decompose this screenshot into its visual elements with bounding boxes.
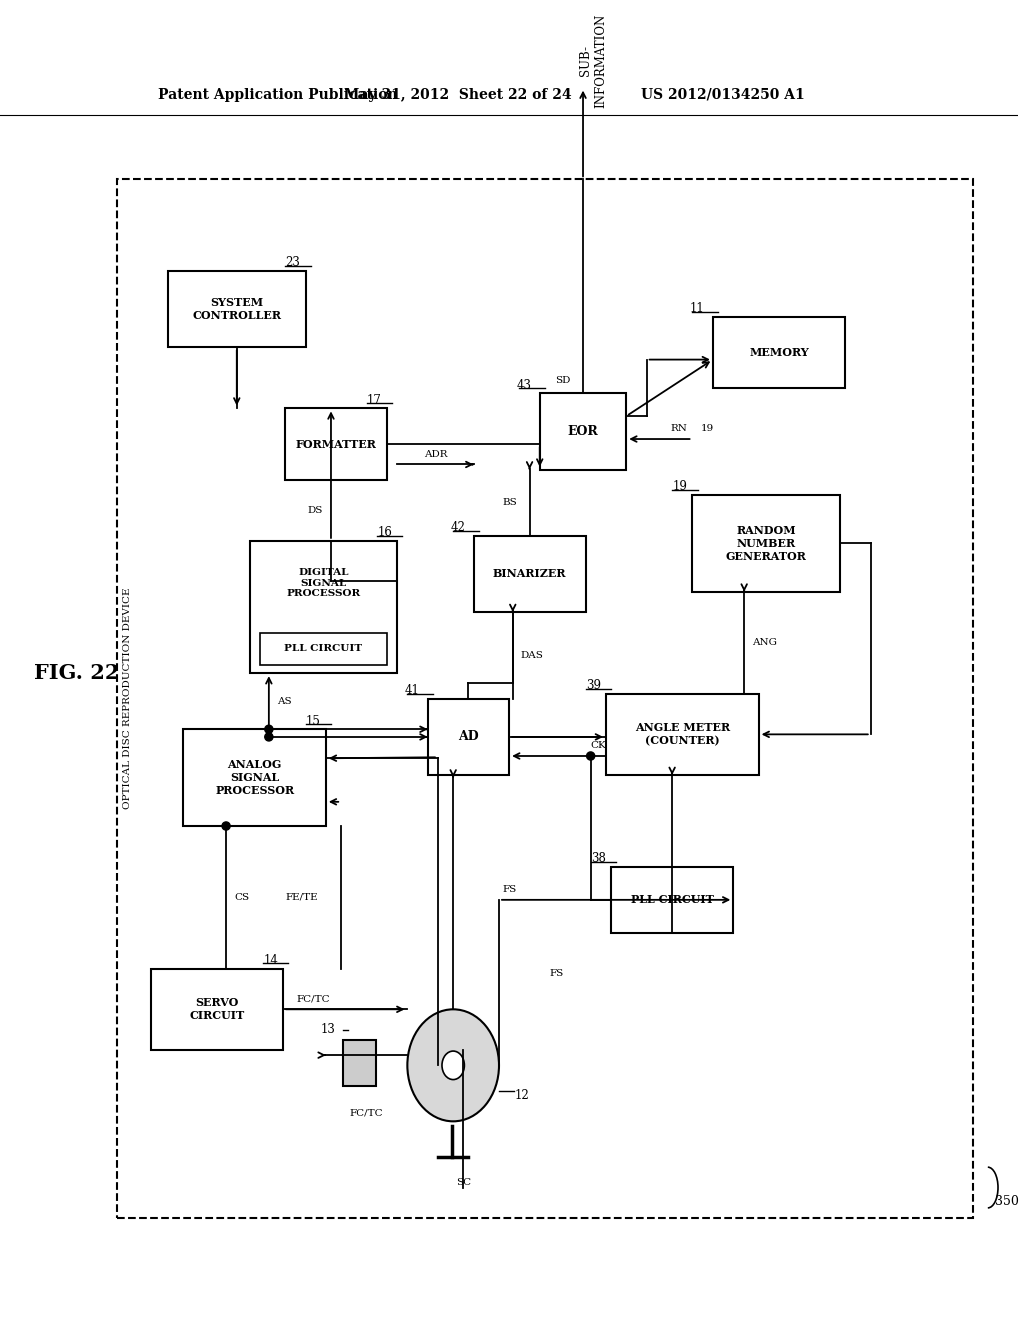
Text: May 31, 2012  Sheet 22 of 24: May 31, 2012 Sheet 22 of 24 bbox=[344, 88, 572, 102]
Bar bbox=[260, 632, 387, 665]
Text: DS: DS bbox=[307, 506, 323, 515]
Text: ADR: ADR bbox=[424, 450, 447, 459]
Bar bbox=[540, 393, 627, 470]
Text: FC/TC: FC/TC bbox=[350, 1109, 383, 1118]
Text: 14: 14 bbox=[263, 954, 279, 968]
Text: RANDOM
NUMBER
GENERATOR: RANDOM NUMBER GENERATOR bbox=[726, 525, 807, 562]
Text: FORMATTER: FORMATTER bbox=[296, 438, 377, 450]
Text: 12: 12 bbox=[514, 1089, 529, 1102]
Text: 23: 23 bbox=[286, 256, 300, 269]
Text: 41: 41 bbox=[404, 684, 420, 697]
Text: US 2012/0134250 A1: US 2012/0134250 A1 bbox=[641, 88, 805, 102]
Text: ANALOG
SIGNAL
PROCESSOR: ANALOG SIGNAL PROCESSOR bbox=[215, 759, 294, 796]
Text: ANG: ANG bbox=[753, 638, 777, 647]
Text: OPTICAL DISC REPRODUCTION DEVICE: OPTICAL DISC REPRODUCTION DEVICE bbox=[123, 587, 132, 809]
Text: DIGITAL
SIGNAL
PROCESSOR: DIGITAL SIGNAL PROCESSOR bbox=[287, 569, 360, 598]
Text: FC/TC: FC/TC bbox=[296, 995, 330, 1003]
Text: FS: FS bbox=[550, 969, 564, 978]
Text: 38: 38 bbox=[591, 853, 606, 865]
Circle shape bbox=[265, 733, 273, 741]
Text: CK: CK bbox=[590, 742, 606, 750]
Bar bbox=[285, 408, 387, 479]
Text: 17: 17 bbox=[367, 393, 382, 407]
Text: 43: 43 bbox=[516, 379, 531, 392]
Bar bbox=[713, 317, 845, 388]
Circle shape bbox=[587, 752, 595, 760]
Text: 16: 16 bbox=[377, 527, 392, 539]
Bar bbox=[151, 969, 283, 1049]
Text: CS: CS bbox=[234, 892, 250, 902]
Text: BINARIZER: BINARIZER bbox=[493, 569, 566, 579]
Text: AS: AS bbox=[278, 697, 292, 706]
Text: DAS: DAS bbox=[521, 651, 544, 660]
Bar bbox=[250, 541, 397, 673]
Text: MEMORY: MEMORY bbox=[750, 347, 809, 358]
Text: FS: FS bbox=[502, 886, 516, 894]
Text: SD: SD bbox=[555, 376, 570, 385]
Text: 13: 13 bbox=[321, 1023, 335, 1036]
Text: SYSTEM
CONTROLLER: SYSTEM CONTROLLER bbox=[193, 297, 282, 321]
Bar bbox=[343, 1040, 376, 1085]
Bar bbox=[692, 495, 840, 591]
Circle shape bbox=[222, 822, 230, 830]
Text: RN: RN bbox=[671, 424, 687, 433]
Bar bbox=[473, 536, 586, 612]
Bar bbox=[428, 698, 509, 775]
Circle shape bbox=[265, 725, 273, 734]
Text: ANGLE METER
(COUNTER): ANGLE METER (COUNTER) bbox=[635, 722, 730, 746]
Text: 39: 39 bbox=[586, 678, 601, 692]
Text: BS: BS bbox=[503, 498, 517, 507]
Text: SC: SC bbox=[456, 1177, 471, 1187]
Text: FE/TE: FE/TE bbox=[285, 892, 317, 902]
Text: PLL CIRCUIT: PLL CIRCUIT bbox=[285, 644, 362, 653]
Bar bbox=[117, 180, 973, 1218]
Bar bbox=[606, 693, 759, 775]
Text: EOR: EOR bbox=[567, 425, 598, 438]
Text: 42: 42 bbox=[451, 521, 465, 535]
Text: 19: 19 bbox=[673, 480, 687, 494]
Text: 19: 19 bbox=[700, 424, 714, 433]
Bar bbox=[183, 729, 326, 826]
Text: 11: 11 bbox=[690, 302, 705, 315]
Text: SUB-
INFORMATION: SUB- INFORMATION bbox=[580, 13, 607, 108]
Text: AD: AD bbox=[458, 730, 479, 743]
Text: FIG. 22: FIG. 22 bbox=[34, 663, 119, 684]
Ellipse shape bbox=[408, 1010, 499, 1121]
Text: PLL CIRCUIT: PLL CIRCUIT bbox=[631, 895, 714, 906]
Text: SERVO
CIRCUIT: SERVO CIRCUIT bbox=[189, 998, 245, 1022]
Ellipse shape bbox=[442, 1051, 464, 1080]
Bar bbox=[168, 271, 305, 347]
Text: 350: 350 bbox=[995, 1195, 1019, 1208]
Text: Patent Application Publication: Patent Application Publication bbox=[158, 88, 397, 102]
Text: 15: 15 bbox=[306, 714, 321, 727]
Bar bbox=[611, 867, 733, 933]
